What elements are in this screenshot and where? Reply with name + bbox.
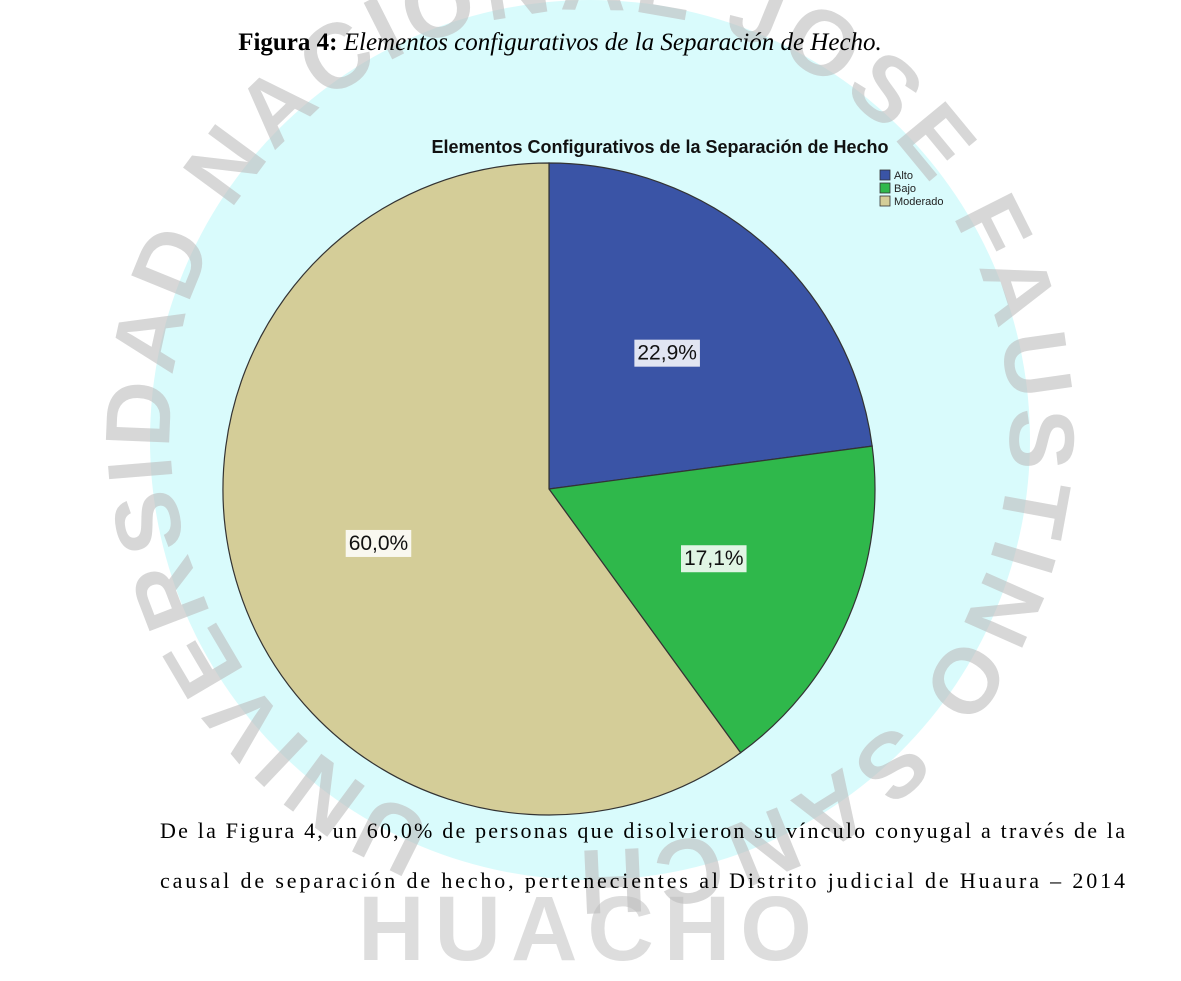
data-label: 60,0% <box>349 532 409 555</box>
caption-label: Figura 4: <box>238 29 337 56</box>
legend-label: Moderado <box>894 196 944 208</box>
data-label: 17,1% <box>684 547 744 570</box>
legend-label: Alto <box>894 170 913 182</box>
data-label: 22,9% <box>637 342 697 365</box>
figure-caption: Figura 4: Elementos configurativos de la… <box>238 29 882 56</box>
legend-swatch <box>880 170 890 180</box>
page-canvas: UNIVERSIDAD NACIONAL JOSE FAUSTINO SANCH… <box>0 0 1181 981</box>
caption-text: Elementos configurativos de la Separació… <box>343 29 882 56</box>
paragraph-line: De la Figura 4, un 60,0% de personas que… <box>160 818 1125 843</box>
legend-swatch <box>880 196 890 206</box>
page: UNIVERSIDAD NACIONAL JOSE FAUSTINO SANCH… <box>0 0 1181 981</box>
legend-swatch <box>880 183 890 193</box>
watermark-bottom: HUACHO <box>358 878 822 980</box>
chart-title: Elementos Configurativos de la Separació… <box>431 137 888 157</box>
legend-label: Bajo <box>894 183 916 195</box>
